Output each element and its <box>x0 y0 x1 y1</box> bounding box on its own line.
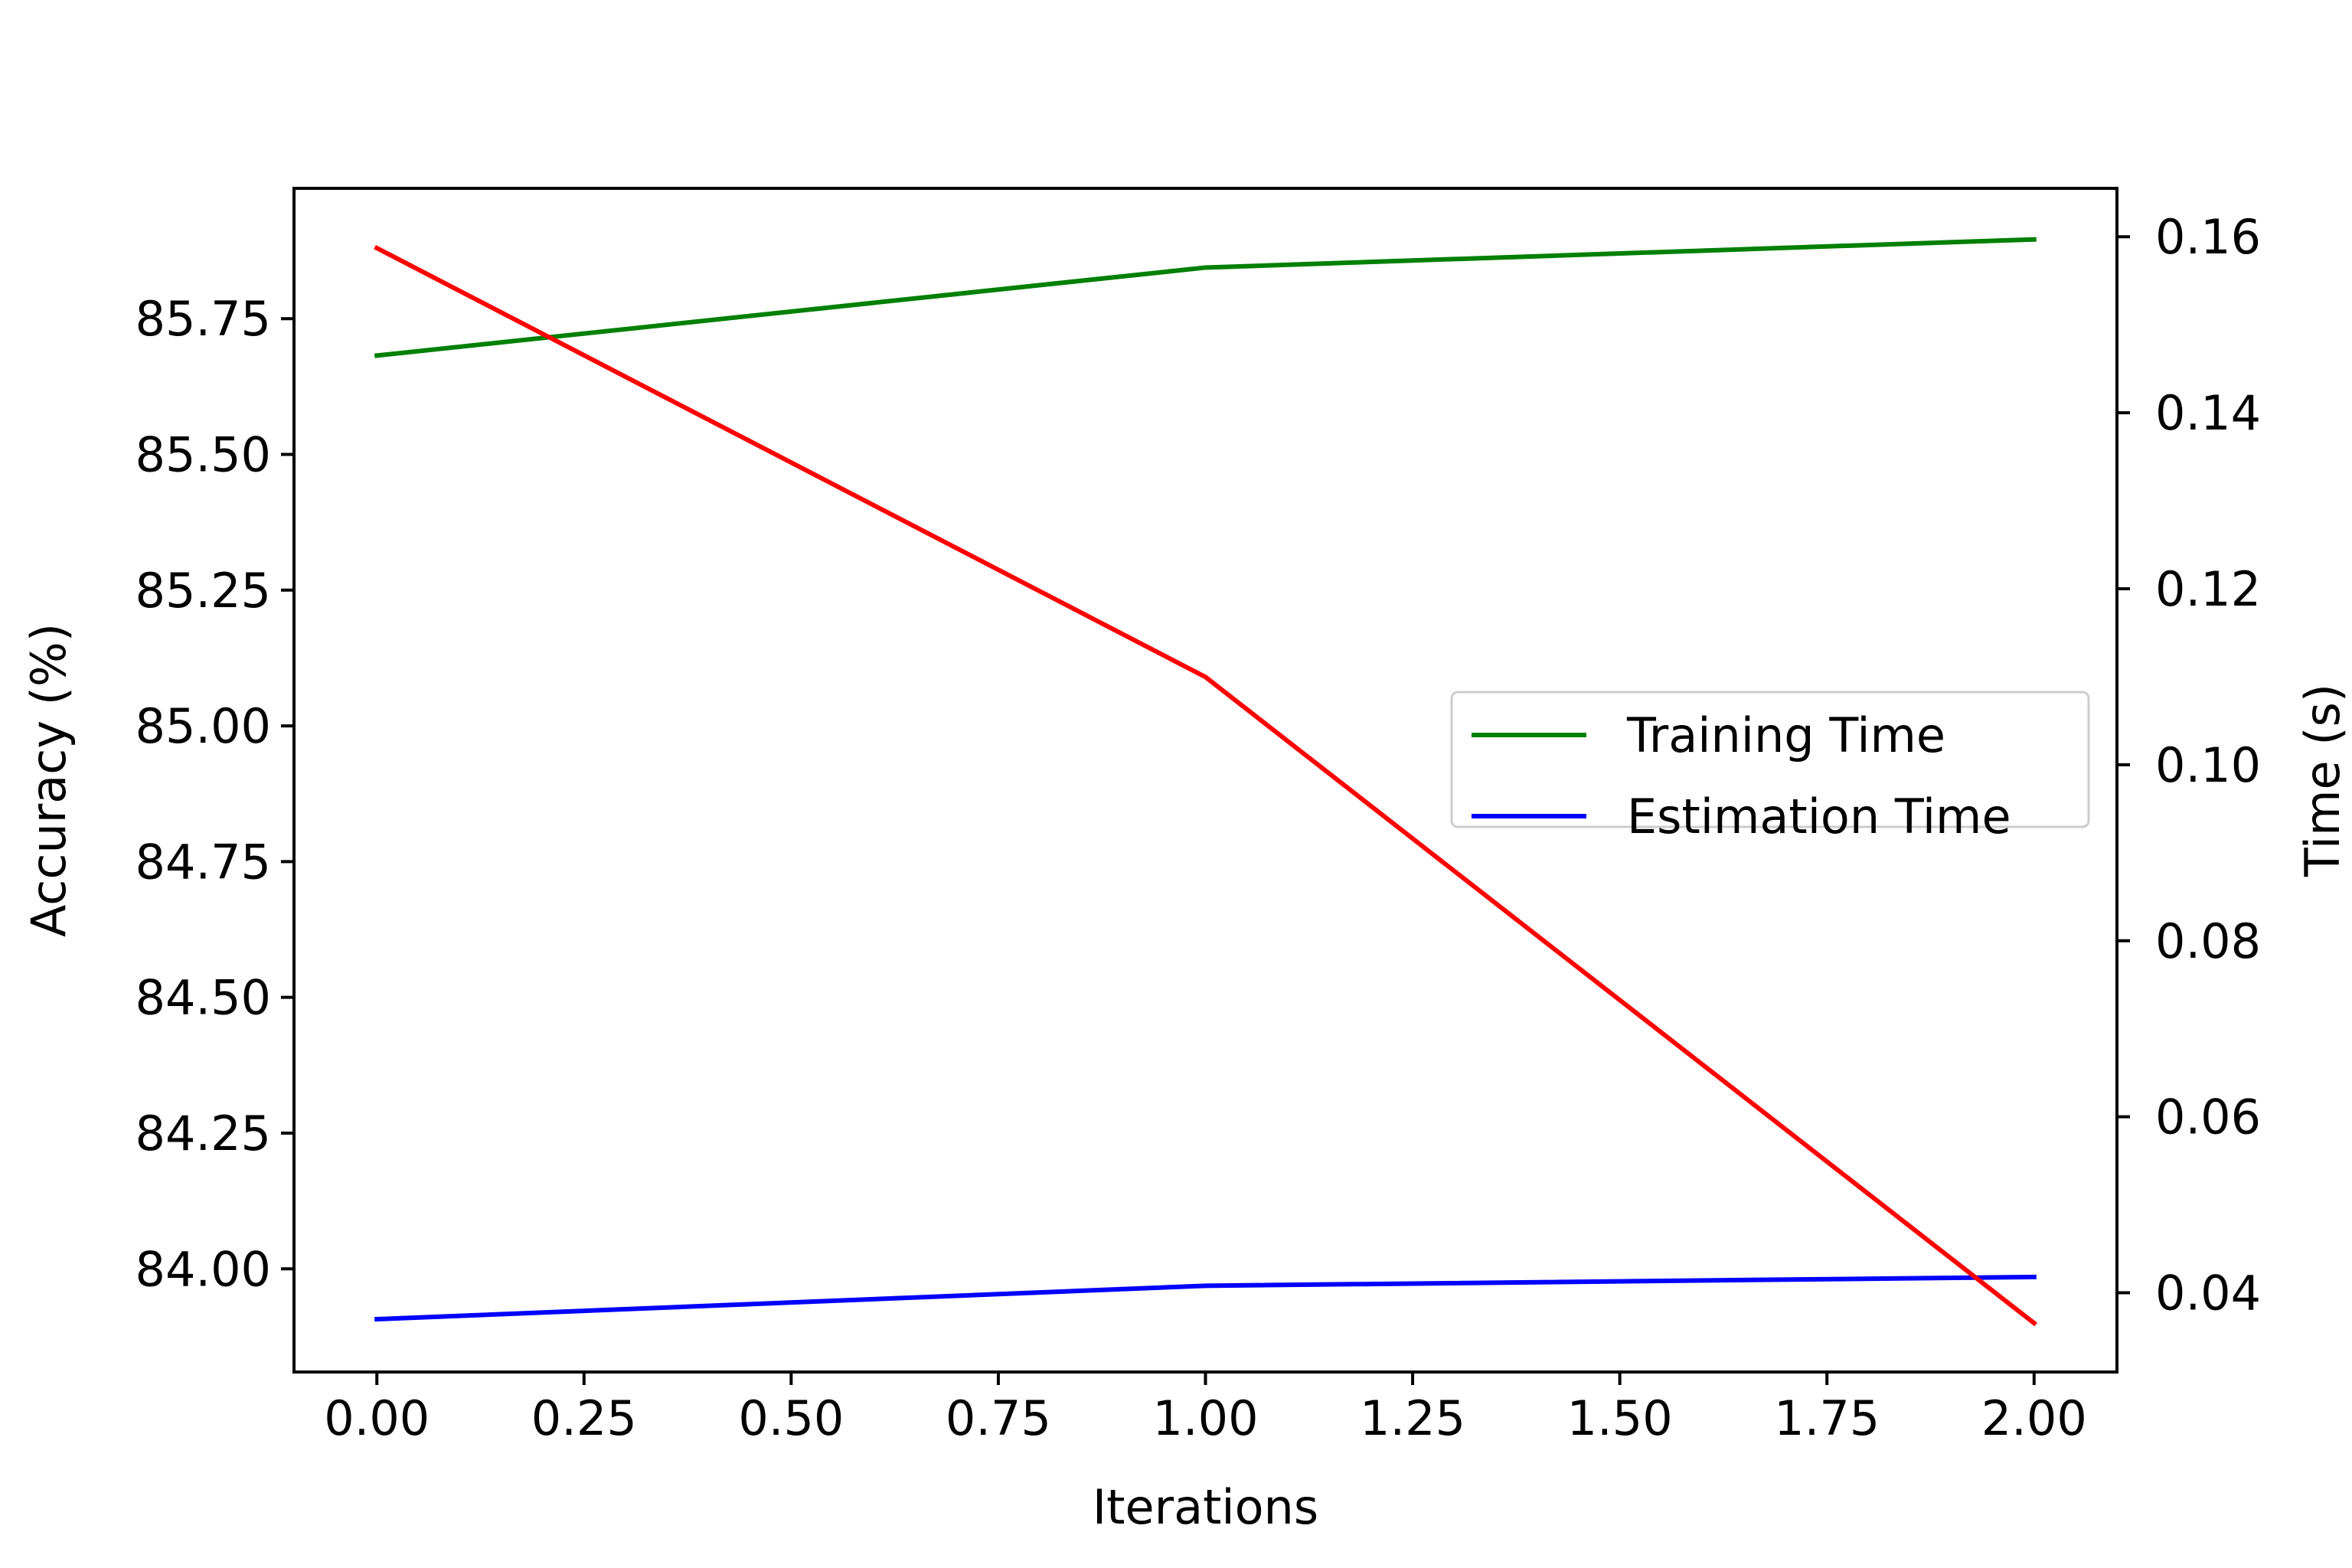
right-y-tick-label: 0.06 <box>2155 1089 2261 1145</box>
x-tick-label: 1.50 <box>1567 1390 1673 1446</box>
legend: Training Time Estimation Time <box>1450 691 2090 844</box>
right-y-tick-label: 0.10 <box>2155 737 2261 793</box>
x-tick-label: 0.00 <box>324 1390 430 1446</box>
left-y-tick-label: 85.00 <box>136 698 272 754</box>
series-layer <box>374 237 2037 1327</box>
series-line-left-axis-series <box>374 244 2037 1327</box>
left-y-tick-label: 85.50 <box>136 426 272 482</box>
right-y-tick-label: 0.12 <box>2155 561 2261 617</box>
x-tick-label: 0.25 <box>531 1390 637 1446</box>
right-y-tick-label: 0.14 <box>2155 385 2261 441</box>
series-line-training-time <box>374 237 2037 358</box>
right-y-axis-label: Time (s) <box>2295 684 2350 877</box>
left-y-tick-label: 84.00 <box>136 1241 272 1297</box>
x-axis-ticks: 0.00 0.25 0.50 0.75 1.00 1.25 1.50 1.75 2.00 <box>324 1372 2087 1446</box>
x-tick-label: 2.00 <box>1981 1390 2087 1446</box>
x-tick-label: 1.25 <box>1360 1390 1465 1446</box>
x-tick-label: 0.75 <box>946 1390 1051 1446</box>
right-y-tick-label: 0.16 <box>2155 209 2261 265</box>
right-y-axis-ticks: 0.04 0.06 0.08 0.10 0.12 0.14 0.16 <box>2117 209 2261 1321</box>
series-line-estimation-time <box>374 1274 2037 1322</box>
x-tick-label: 1.75 <box>1774 1390 1880 1446</box>
x-tick-label: 1.00 <box>1152 1390 1258 1446</box>
left-y-axis-ticks: 84.00 84.25 84.50 84.75 85.00 85.25 85.50 85.75 <box>136 291 294 1297</box>
legend-label-estimation-time: Estimation Time <box>1627 789 2011 844</box>
right-y-tick-label: 0.04 <box>2155 1266 2261 1321</box>
x-axis-label: Iterations <box>1093 1479 1318 1535</box>
legend-box <box>1450 691 2090 828</box>
x-tick-label: 0.50 <box>738 1390 844 1446</box>
left-y-tick-label: 85.25 <box>136 563 272 619</box>
left-y-tick-label: 84.50 <box>136 970 272 1026</box>
legend-label-training-time: Training Time <box>1626 707 1945 763</box>
left-y-tick-label: 85.75 <box>136 291 272 347</box>
left-y-axis-label: Accuracy (%) <box>21 623 77 937</box>
left-y-tick-label: 84.75 <box>136 834 272 890</box>
right-y-tick-label: 0.08 <box>2155 913 2261 969</box>
left-y-tick-label: 84.25 <box>136 1106 272 1161</box>
